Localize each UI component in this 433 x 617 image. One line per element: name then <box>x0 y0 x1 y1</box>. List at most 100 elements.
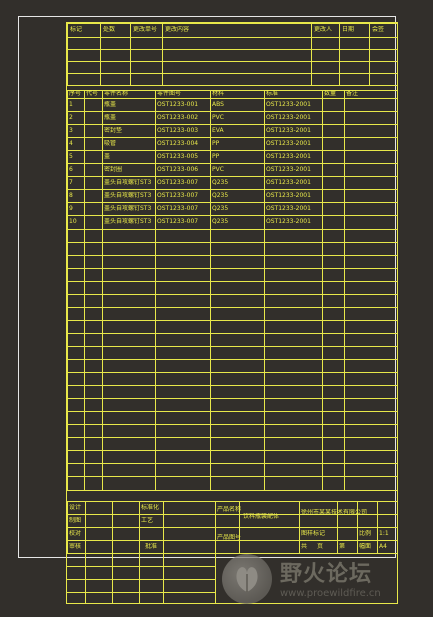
title-block-drawing-code: 图样标记 <box>301 530 326 537</box>
parts-cell: EVA <box>212 127 224 134</box>
grid-line <box>67 514 397 515</box>
grid-line <box>67 111 397 112</box>
grid-line <box>67 398 397 399</box>
parts-cell: Q235 <box>212 205 229 212</box>
parts-cell: 瓶盖 <box>104 114 117 121</box>
grid-line <box>67 359 397 360</box>
title-block-process: 工艺 <box>141 517 154 524</box>
grid-line <box>339 23 340 85</box>
grid-line <box>264 90 265 490</box>
parts-cell: OST1233-004 <box>157 140 199 147</box>
grid-line <box>67 476 397 477</box>
parts-header-cell: 序号 <box>69 90 82 97</box>
revision-header-cell: 会签 <box>372 26 385 33</box>
drawing-sheet-border <box>18 16 396 558</box>
title-block-product-name-label: 产品名称 <box>217 506 242 513</box>
title-block-scale-value: 1:1 <box>379 530 389 537</box>
parts-cell: 7 <box>69 179 73 186</box>
grid-line <box>67 124 397 125</box>
parts-cell: OST1233-007 <box>157 192 199 199</box>
parts-cell: PVC <box>212 114 224 121</box>
title-block-check: 校对 <box>69 530 82 537</box>
parts-cell: OST1233-2001 <box>266 140 311 147</box>
parts-cell: OST1233-006 <box>157 166 199 173</box>
grid-line <box>357 501 358 553</box>
parts-cell: OST1233-003 <box>157 127 199 134</box>
parts-cell: 盖头自攻螺钉ST3 <box>104 179 152 186</box>
title-block-standard: 标准化 <box>141 504 160 511</box>
title-block-scale-label: 比例 <box>359 530 372 537</box>
parts-cell: OST1233-2001 <box>266 179 311 186</box>
grid-line <box>67 85 397 86</box>
grid-line <box>163 501 164 553</box>
grid-line <box>67 215 397 216</box>
parts-cell: 吸管 <box>104 140 117 147</box>
grid-line <box>67 579 215 580</box>
grid-line <box>377 501 378 553</box>
grid-line <box>67 372 397 373</box>
parts-header-cell: 代号 <box>86 90 99 97</box>
parts-cell: OST1233-2001 <box>266 218 311 225</box>
parts-cell: 盖头自攻螺钉ST3 <box>104 218 152 225</box>
parts-cell: OST1233-007 <box>157 205 199 212</box>
grid-line <box>210 90 211 490</box>
title-block-sheet-total: 共 <box>301 543 308 550</box>
grid-line <box>162 23 163 85</box>
parts-cell: OST1233-2001 <box>266 153 311 160</box>
grid-line <box>67 268 397 269</box>
grid-line <box>67 242 397 243</box>
parts-cell: PP <box>212 153 220 160</box>
parts-cell: OST1233-001 <box>157 101 199 108</box>
grid-line <box>67 501 397 502</box>
grid-line <box>67 450 397 451</box>
grid-line <box>67 424 397 425</box>
grid-line <box>100 23 101 85</box>
grid-line <box>67 150 397 151</box>
parts-cell: 1 <box>69 101 73 108</box>
butterfly-icon <box>236 567 258 592</box>
grid-line <box>139 501 140 553</box>
parts-cell: Q235 <box>212 179 229 186</box>
parts-cell: PVC <box>212 166 224 173</box>
parts-cell: OST1233-2001 <box>266 166 311 173</box>
grid-line <box>155 90 156 490</box>
grid-line <box>67 49 397 50</box>
grid-line <box>397 501 398 553</box>
title-block-design: 设计 <box>69 504 82 511</box>
parts-cell: PP <box>212 140 220 147</box>
grid-line <box>239 501 240 553</box>
grid-line <box>112 501 113 553</box>
title-block-company: 徐州市某某技术有限公司 <box>301 509 368 516</box>
grid-line <box>344 90 345 490</box>
parts-cell: 6 <box>69 166 73 173</box>
grid-line <box>67 229 397 230</box>
grid-line <box>67 23 68 85</box>
grid-line <box>102 90 103 490</box>
parts-header-cell: 零件名称 <box>104 90 129 97</box>
grid-line <box>67 255 397 256</box>
parts-cell: OST1233-2001 <box>266 114 311 121</box>
title-block-format-value: A4 <box>379 543 387 550</box>
revision-header-cell: 更改内容 <box>165 26 190 33</box>
grid-line <box>67 281 397 282</box>
grid-line <box>67 90 68 490</box>
revision-header-cell: 更改单号 <box>133 26 158 33</box>
parts-cell: Q235 <box>212 192 229 199</box>
parts-cell: 3 <box>69 127 73 134</box>
title-block-approve: 审核 <box>69 543 82 550</box>
revision-header-cell: 处数 <box>103 26 116 33</box>
title-block-drawing: 制图 <box>69 517 82 524</box>
grid-line <box>67 176 397 177</box>
watermark-url: www.proewildfire.cn <box>280 588 381 599</box>
parts-cell: OST1233-007 <box>157 179 199 186</box>
grid-line <box>163 553 164 603</box>
grid-line <box>85 553 86 603</box>
revision-header-cell: 日期 <box>342 26 355 33</box>
parts-header-cell: 备注 <box>346 90 359 97</box>
grid-line <box>67 90 397 91</box>
parts-cell: 密封圈 <box>104 166 123 173</box>
parts-cell: 盖 <box>104 153 111 160</box>
title-block-approval: 批准 <box>145 543 158 550</box>
grid-line <box>67 553 397 554</box>
grid-line <box>67 463 397 464</box>
